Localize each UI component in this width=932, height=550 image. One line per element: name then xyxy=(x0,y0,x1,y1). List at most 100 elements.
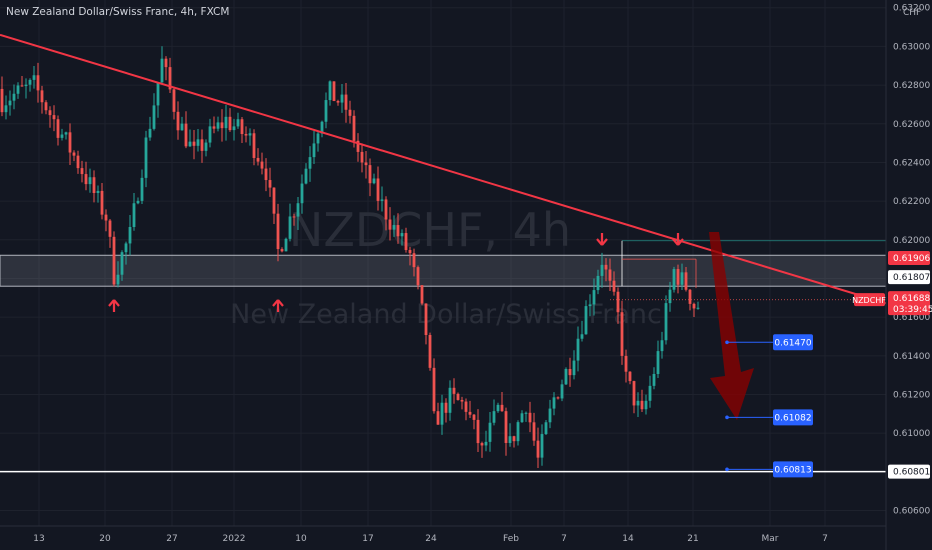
candle-body xyxy=(404,233,408,251)
candle-body xyxy=(48,110,52,116)
candle-body xyxy=(592,290,596,305)
x-tick-label: 27 xyxy=(166,534,177,544)
x-tick-label: Feb xyxy=(503,534,519,544)
candle-body xyxy=(620,312,624,356)
candle-body xyxy=(552,397,556,409)
x-tick-label: Mar xyxy=(762,534,779,544)
candle-body xyxy=(4,105,8,113)
candle-body xyxy=(616,291,620,313)
candle-body xyxy=(200,139,204,151)
candle-body xyxy=(416,267,420,286)
candle-body xyxy=(104,214,108,221)
candle-body xyxy=(368,165,372,184)
chart-title: New Zealand Dollar/Swiss Franc, 4h, FXCM xyxy=(6,6,230,18)
y-tick-label: 0.61000 xyxy=(893,429,930,439)
candle-body xyxy=(128,227,132,244)
candle-body xyxy=(464,401,468,412)
candle-body xyxy=(88,177,92,185)
y-tick-label: 0.62400 xyxy=(893,158,930,168)
candle-body xyxy=(32,75,36,80)
candle-body xyxy=(352,115,356,141)
candle-body xyxy=(364,162,368,166)
candle-body xyxy=(264,168,268,181)
candle-body xyxy=(304,168,308,184)
candle-body xyxy=(692,303,696,309)
candle-body xyxy=(100,190,104,215)
candle-body xyxy=(108,220,112,237)
candle-body xyxy=(460,399,464,402)
candle-body xyxy=(328,81,332,101)
candle-body xyxy=(664,303,668,341)
candle-body xyxy=(276,213,280,250)
candle-body xyxy=(76,155,80,169)
candle-body xyxy=(356,140,360,152)
candle-body xyxy=(340,94,344,103)
candle-body xyxy=(512,436,516,442)
candle-body xyxy=(296,203,300,217)
x-tick-label: 7 xyxy=(822,534,828,544)
candle-body xyxy=(0,88,4,113)
candle-body xyxy=(576,338,580,361)
x-tick-label: 24 xyxy=(425,534,437,544)
candle-body xyxy=(280,249,284,252)
y-tick-label: 0.62200 xyxy=(893,197,930,207)
candle-body xyxy=(456,393,460,400)
y-axis: 0.63200 0.63000 0.62800 0.62600 0.62400 0.622… xyxy=(852,0,932,550)
candle-body xyxy=(452,387,456,394)
price-badge-zone: 0.61807 xyxy=(893,273,930,283)
candle-body xyxy=(248,133,252,136)
x-tick-label: 14 xyxy=(622,534,634,544)
candle-body xyxy=(180,123,184,131)
candle-body xyxy=(188,141,192,147)
price-badge-zone-bg xyxy=(888,270,930,285)
candle-body xyxy=(236,119,240,127)
candle-body xyxy=(656,351,660,374)
candle-body xyxy=(360,151,364,163)
candle-body xyxy=(472,414,476,420)
candle-body xyxy=(132,203,136,228)
candle-body xyxy=(584,306,588,335)
candle-body xyxy=(596,275,600,291)
candle-body xyxy=(668,289,672,304)
currency-label: CHF xyxy=(903,8,921,18)
candle-body xyxy=(80,168,84,175)
candle-body xyxy=(516,422,520,442)
candle-body xyxy=(532,422,536,441)
candle-body xyxy=(636,400,640,406)
candle-body xyxy=(64,132,68,135)
target-label: 0.60813 xyxy=(774,465,811,475)
candle-body xyxy=(476,419,480,444)
candle-body xyxy=(184,123,188,147)
candle-body xyxy=(548,408,552,423)
candle-body xyxy=(96,190,100,194)
candle-body xyxy=(144,137,148,178)
y-tick-label: 0.62800 xyxy=(893,81,930,91)
candle-body xyxy=(496,404,500,412)
candle-body xyxy=(572,360,576,376)
candle-body xyxy=(528,412,532,423)
candle-body xyxy=(560,384,564,399)
resistance-zone[interactable] xyxy=(0,254,887,287)
y-tick-label: 0.62000 xyxy=(893,236,930,246)
candle-body xyxy=(520,413,524,423)
candle-body xyxy=(380,199,384,201)
candle-body xyxy=(372,178,376,184)
candle-body xyxy=(300,183,304,204)
candle-body xyxy=(272,187,276,214)
candle-body xyxy=(16,85,20,94)
price-badge-resistance: 0.61906 xyxy=(893,254,930,264)
arrow-up-icon xyxy=(108,299,120,312)
candle-body xyxy=(156,82,160,106)
candle-body xyxy=(480,443,484,446)
candle-body xyxy=(688,289,692,304)
candle-body xyxy=(160,58,164,83)
candle-body xyxy=(320,121,324,134)
candle-body xyxy=(92,177,96,194)
trendline[interactable] xyxy=(0,33,932,319)
x-tick-label: 2022 xyxy=(223,534,246,544)
candle-body xyxy=(240,119,244,135)
arrow-down-icon xyxy=(672,233,684,246)
candle-body xyxy=(564,369,568,385)
candle-body xyxy=(148,128,152,138)
